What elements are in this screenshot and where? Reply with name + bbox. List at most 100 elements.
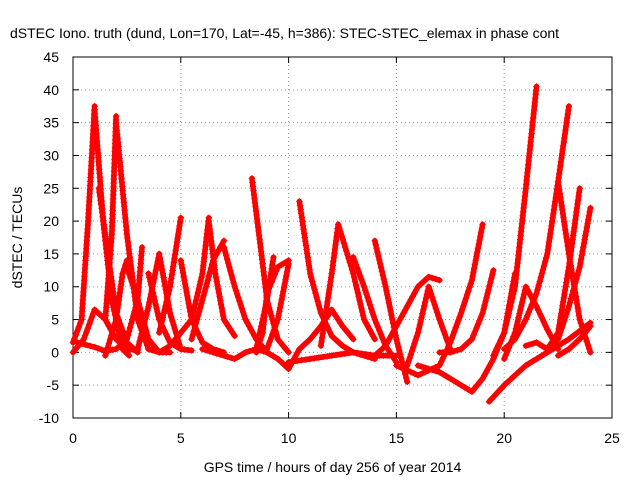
data-point	[579, 248, 586, 255]
data-point	[393, 322, 400, 330]
data-point	[560, 298, 567, 305]
data-point	[344, 251, 351, 258]
data-point	[87, 317, 94, 324]
data-point	[420, 306, 427, 313]
data-point	[179, 269, 187, 276]
data-point	[112, 316, 120, 323]
data-point	[384, 291, 391, 298]
data-point	[314, 298, 321, 305]
data-point	[425, 283, 432, 290]
data-point	[572, 279, 579, 286]
data-point	[373, 320, 380, 327]
data-point	[398, 355, 405, 362]
data-point	[213, 278, 220, 285]
data-point	[170, 263, 177, 270]
data-point	[501, 329, 508, 336]
data-point	[474, 249, 481, 256]
data-point	[521, 287, 529, 294]
data-point	[584, 326, 591, 333]
data-point	[565, 246, 572, 254]
data-point	[396, 363, 404, 371]
data-point	[331, 249, 338, 257]
data-point	[503, 318, 511, 325]
data-point	[411, 370, 418, 377]
data-point	[481, 302, 488, 309]
data-point	[156, 254, 164, 261]
data-point	[109, 328, 116, 335]
data-point	[560, 294, 567, 302]
data-point	[97, 197, 104, 204]
data-point	[267, 308, 274, 315]
data-point	[368, 305, 375, 312]
data-point	[194, 289, 202, 296]
data-point	[202, 284, 209, 292]
data-point	[84, 325, 91, 332]
data-point	[227, 267, 234, 275]
data-point	[469, 273, 476, 280]
data-point	[281, 280, 288, 287]
data-point	[543, 254, 550, 261]
data-point	[522, 316, 529, 323]
data-point	[375, 252, 382, 260]
data-point	[80, 336, 87, 343]
data-point	[317, 342, 325, 349]
data-point	[449, 331, 457, 339]
data-point	[550, 206, 558, 213]
data-point	[516, 310, 523, 317]
data-point	[562, 348, 569, 355]
data-point	[368, 329, 375, 336]
data-point	[400, 365, 407, 372]
x-tick-label: 0	[69, 430, 77, 446]
data-point	[74, 339, 81, 346]
data-point	[432, 275, 440, 283]
data-point	[404, 378, 411, 386]
data-point	[374, 323, 382, 331]
data-point	[86, 321, 93, 328]
data-point	[238, 305, 246, 312]
data-point	[105, 322, 113, 330]
data-point	[127, 274, 134, 282]
data-point	[344, 329, 352, 336]
data-point	[174, 234, 181, 242]
y-tick-label: -10	[39, 410, 59, 426]
data-point	[107, 273, 115, 280]
data-point	[393, 362, 400, 369]
data-point	[587, 204, 594, 212]
data-point	[475, 241, 482, 248]
data-point	[583, 224, 590, 231]
data-point	[109, 346, 116, 353]
data-point	[220, 312, 227, 319]
data-point	[400, 309, 407, 317]
data-point	[385, 299, 393, 307]
data-point	[284, 264, 291, 271]
data-point	[373, 245, 380, 252]
data-point	[245, 348, 253, 355]
data-point	[574, 304, 581, 312]
data-point	[427, 290, 435, 298]
data-point	[364, 322, 371, 330]
data-point	[397, 351, 404, 358]
data-point	[148, 285, 156, 293]
data-point	[167, 279, 174, 286]
data-point	[294, 349, 301, 356]
data-point	[98, 346, 105, 353]
data-point	[363, 290, 370, 298]
data-point	[554, 178, 562, 185]
data-point	[395, 343, 402, 351]
data-point	[305, 258, 312, 265]
data-point	[544, 246, 552, 254]
data-point	[561, 222, 568, 229]
data-point	[119, 328, 127, 335]
data-point	[321, 314, 329, 321]
data-point	[558, 154, 565, 162]
data-point	[158, 318, 166, 325]
data-point	[140, 322, 147, 329]
data-point	[75, 324, 82, 331]
data-point	[106, 261, 113, 268]
data-point	[158, 266, 166, 273]
data-point	[467, 280, 474, 287]
data-point	[382, 342, 389, 349]
data-point	[564, 111, 571, 118]
series-12	[156, 214, 184, 336]
data-point	[429, 274, 436, 282]
